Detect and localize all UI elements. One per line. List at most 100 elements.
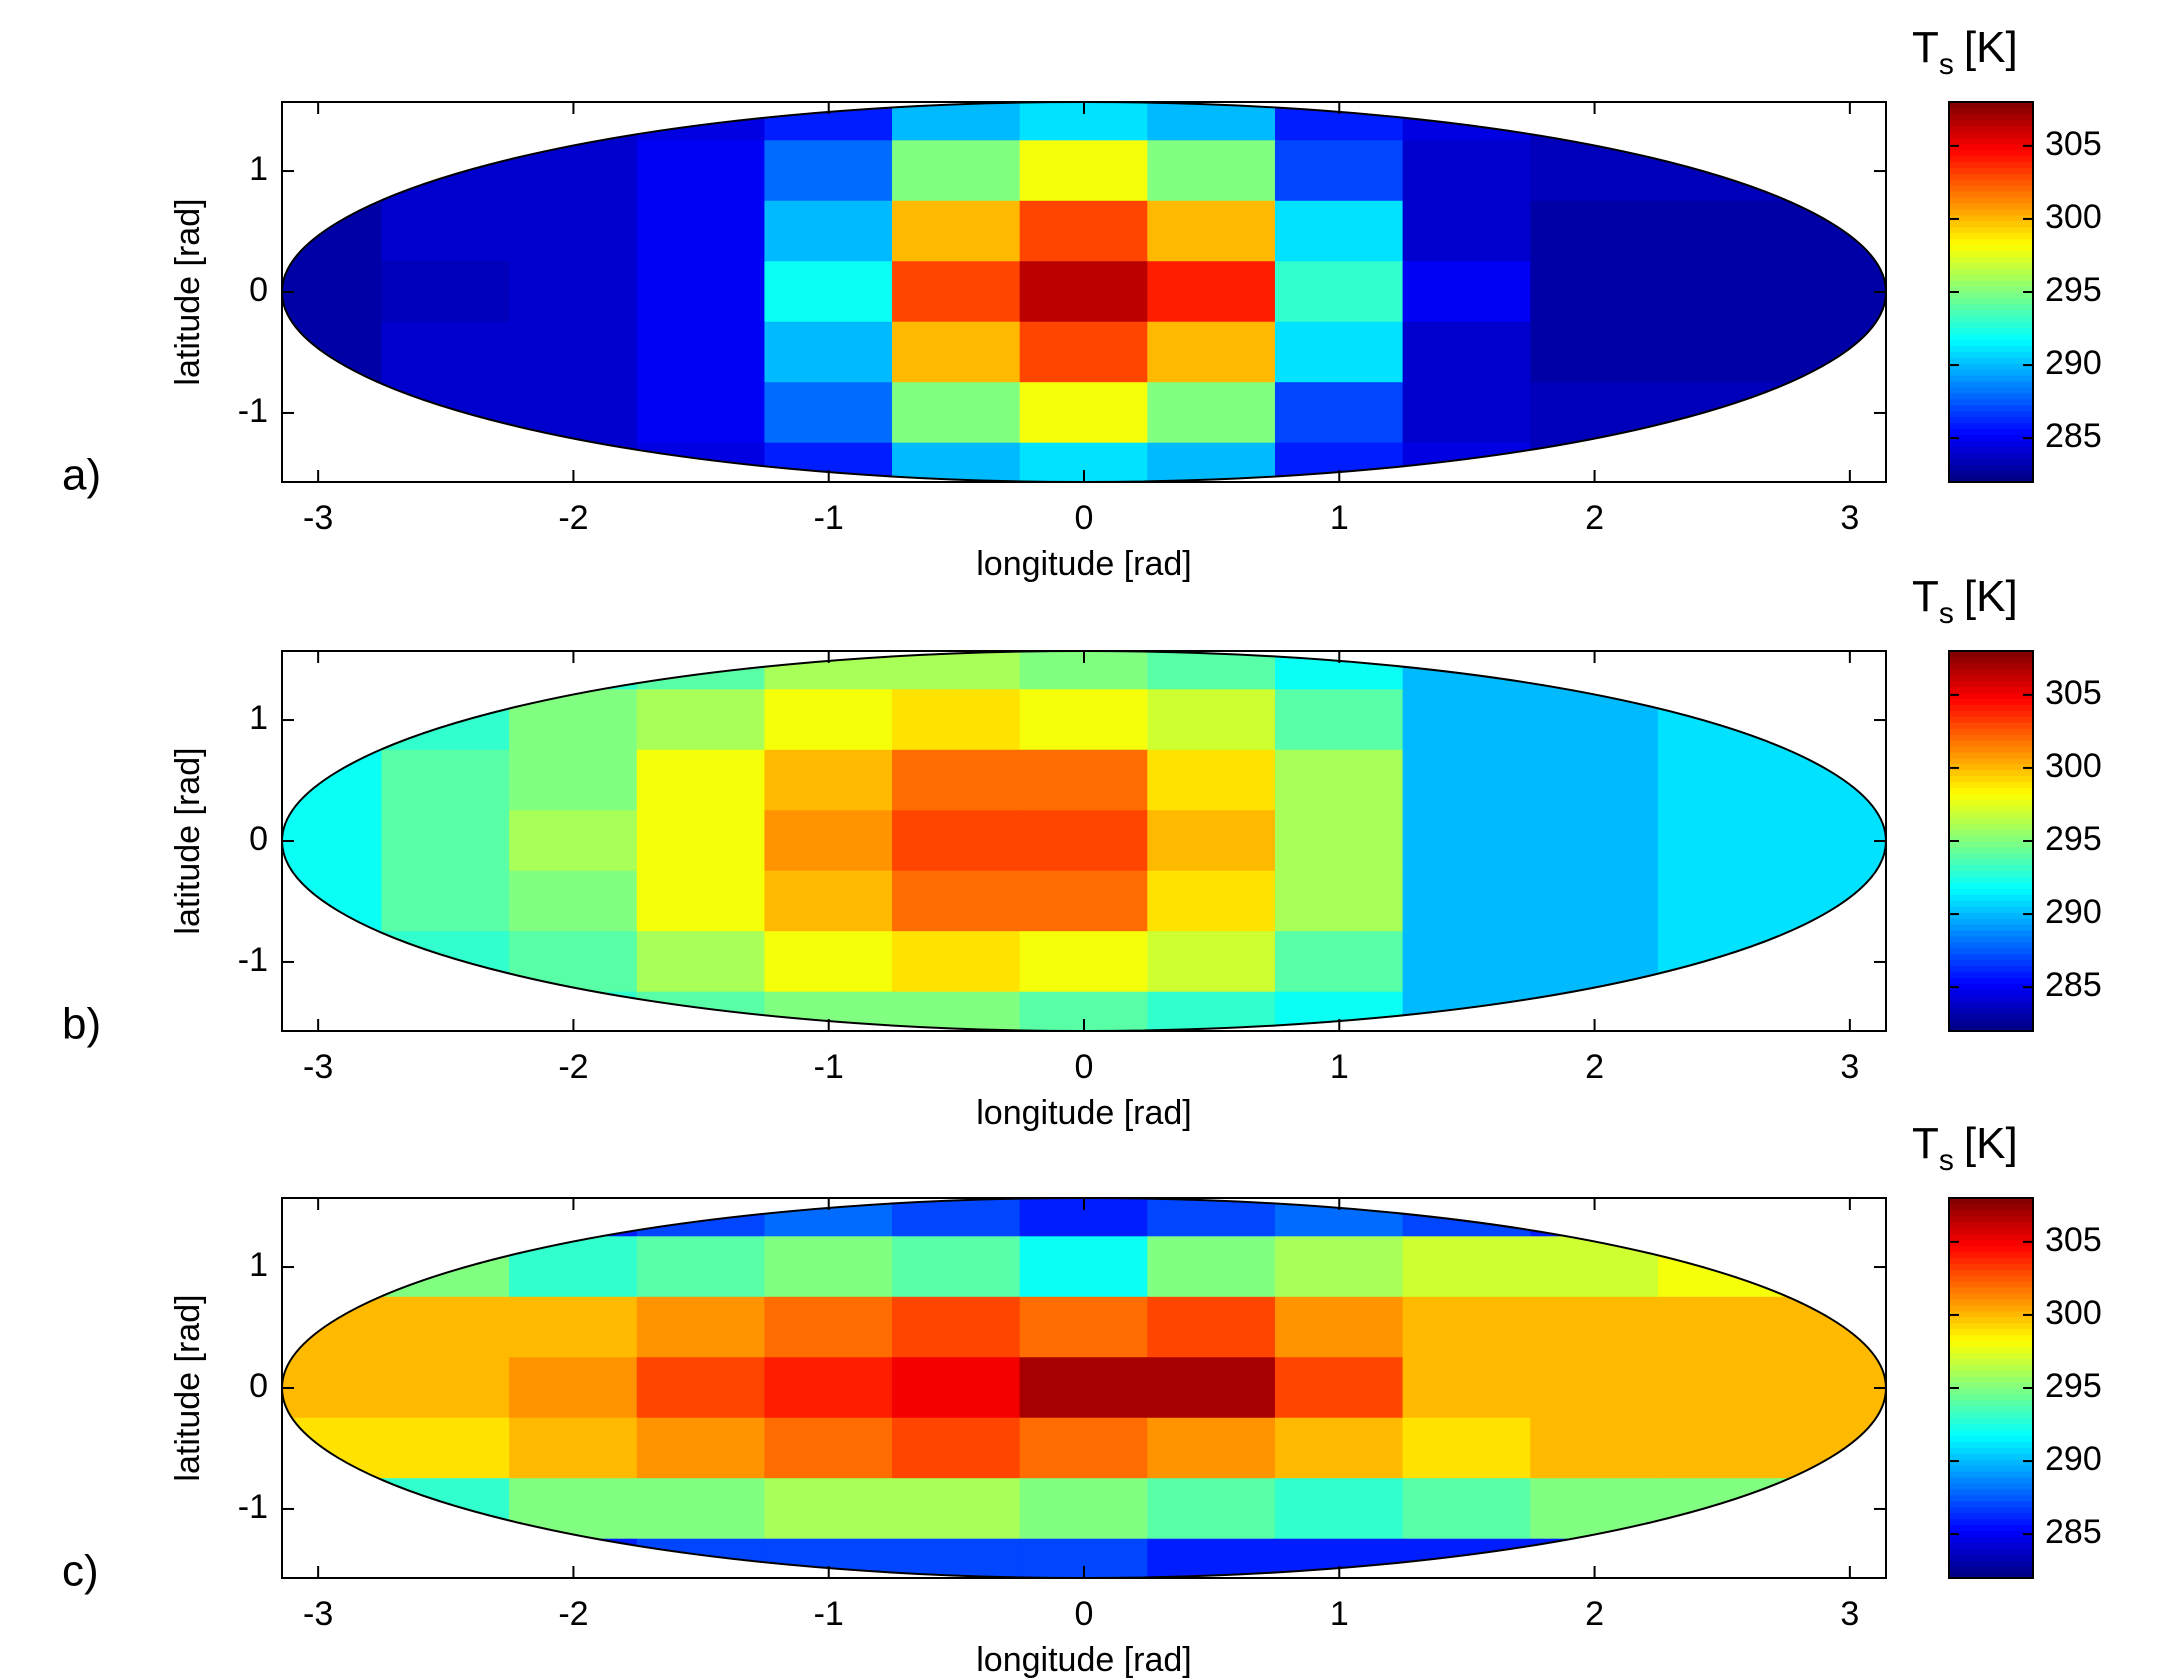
- field-cell: [282, 1538, 383, 1578]
- field-cell: [1657, 810, 1787, 872]
- field-cell: [282, 382, 383, 444]
- field-cell: [1402, 382, 1532, 444]
- field-cell: [282, 321, 383, 384]
- field-cell: [636, 651, 766, 691]
- field-cell: [764, 261, 894, 323]
- field-cell: [1274, 382, 1404, 444]
- colorbar-tick-label: 300: [2045, 198, 2102, 236]
- x-tick-label: 2: [1585, 1595, 1604, 1633]
- field-cell: [636, 102, 766, 142]
- field-cell: [1147, 1236, 1276, 1298]
- field-cell: [1274, 689, 1404, 751]
- field-cell: [636, 140, 766, 202]
- colorbar-tick-label: 295: [2045, 271, 2102, 309]
- field-cell: [381, 102, 511, 142]
- panel: -3 -2 -1 0 1 2 3 -1 0 1 longitude [rad] latitude [r…: [62, 23, 2102, 583]
- colorbar-tick-label: 305: [2045, 125, 2102, 163]
- field-cell: [892, 1198, 1021, 1238]
- field-cell: [1530, 321, 1659, 384]
- field-cell: [1402, 931, 1532, 993]
- x-tick-label: -1: [814, 1048, 844, 1086]
- y-axis-label: latitude [rad]: [169, 1294, 207, 1481]
- field-cell: [1657, 991, 1787, 1031]
- x-tick-label: 1: [1330, 1595, 1349, 1633]
- field-cell: [1402, 140, 1532, 202]
- field-cell: [764, 1357, 894, 1419]
- y-tick-label: -1: [238, 941, 268, 979]
- y-tick-label: 0: [249, 1367, 268, 1405]
- field-cell: [764, 931, 894, 993]
- colorbar-tick-label: 295: [2045, 820, 2102, 858]
- field-cell: [1019, 140, 1149, 202]
- field-cell: [892, 382, 1021, 444]
- field-cell: [381, 1357, 511, 1419]
- y-axis-label: latitude [rad]: [169, 747, 207, 934]
- field-cell: [1785, 1417, 1886, 1480]
- field-cell: [381, 261, 511, 323]
- field-cell: [509, 689, 638, 751]
- field-cell: [1019, 1236, 1149, 1298]
- field-cell: [1147, 140, 1276, 202]
- field-cell: [1657, 1357, 1787, 1419]
- field-cell: [764, 1236, 894, 1298]
- field-cell: [1147, 382, 1276, 444]
- field-cell: [1657, 1198, 1787, 1238]
- panel-label: c): [62, 1547, 99, 1596]
- field-cell: [1402, 261, 1532, 323]
- field-cell: [1019, 1478, 1149, 1540]
- field-cell: [1019, 1417, 1149, 1480]
- x-tick-label: 0: [1075, 1048, 1094, 1086]
- field-cell: [636, 1236, 766, 1298]
- field-cell: [892, 651, 1021, 691]
- field-cell: [509, 261, 638, 323]
- field-cell: [1530, 931, 1659, 993]
- field-cell: [1402, 749, 1532, 812]
- colorbar-title-sub: s: [1939, 1144, 1954, 1177]
- field-cell: [282, 651, 383, 691]
- field-cell: [1402, 810, 1532, 872]
- field-cell: [282, 931, 383, 993]
- colorbar-title-unit: [K]: [1964, 1119, 2018, 1168]
- field-cell: [1402, 102, 1532, 142]
- colorbar-tick-label: 290: [2045, 344, 2102, 382]
- field-cell: [1019, 1296, 1149, 1359]
- field-cell: [1530, 870, 1659, 933]
- field-cell: [381, 870, 511, 933]
- field-cell: [1274, 931, 1404, 993]
- field-cell: [1785, 140, 1886, 202]
- field-cell: [1274, 870, 1404, 933]
- x-tick-label: -1: [814, 1595, 844, 1633]
- field: [282, 102, 1886, 482]
- field-cell: [282, 1357, 383, 1419]
- field-cell: [892, 689, 1021, 751]
- field-cell: [764, 1417, 894, 1480]
- y-tick-label: 0: [249, 820, 268, 858]
- field-cell: [636, 870, 766, 933]
- field-cell: [892, 140, 1021, 202]
- colorbar-tick-label: 285: [2045, 417, 2102, 455]
- colorbar-title-unit: [K]: [1964, 23, 2018, 72]
- field-cell: [636, 1357, 766, 1419]
- y-tick-label: 1: [249, 150, 268, 188]
- field-cell: [1657, 102, 1787, 142]
- field-cell: [282, 140, 383, 202]
- field-cell: [509, 321, 638, 384]
- field-cell: [1147, 102, 1276, 142]
- field-cell: [764, 321, 894, 384]
- field-cell: [1274, 321, 1404, 384]
- field-cell: [381, 991, 511, 1031]
- field-cell: [1019, 1357, 1149, 1419]
- field-cell: [1274, 1236, 1404, 1298]
- field-cell: [1785, 102, 1886, 142]
- field-cell: [636, 442, 766, 482]
- field-cell: [892, 810, 1021, 872]
- field-cell: [1530, 200, 1659, 263]
- field: [282, 1198, 1886, 1578]
- field-cell: [282, 1296, 383, 1359]
- field-cell: [1274, 810, 1404, 872]
- x-axis-label: longitude [rad]: [976, 1094, 1192, 1132]
- x-tick-label: 3: [1840, 1048, 1859, 1086]
- field-cell: [636, 689, 766, 751]
- field-cell: [509, 1236, 638, 1298]
